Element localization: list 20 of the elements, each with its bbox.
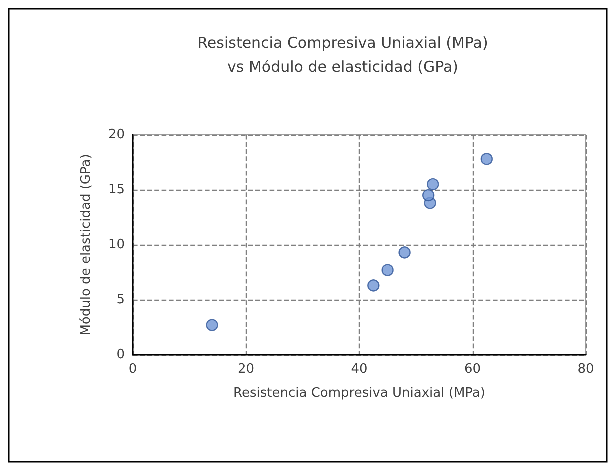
x-tick-label: 40 [351, 362, 368, 377]
x-tick-label: 60 [464, 362, 482, 377]
point [422, 189, 435, 202]
y-tick-label: 0 [116, 348, 125, 362]
y-tick-label: 15 [108, 182, 125, 198]
point [427, 178, 440, 191]
y-tick-label: 10 [108, 238, 125, 252]
x-tick-label: 80 [578, 362, 594, 377]
y-tick-label: 5 [116, 292, 125, 308]
x-tick-label: 20 [238, 362, 255, 377]
chart-title: Resistencia Compresiva Uniaxial (MPa) vs Módulo de elasticidad (GPa) [198, 34, 488, 76]
point [398, 246, 411, 259]
point [206, 319, 218, 332]
point [382, 264, 394, 276]
x-tick-label: 0 [128, 362, 138, 377]
y-axis-title: Módulo de elasticidad (GPa) [79, 154, 94, 336]
point [368, 280, 380, 292]
x-axis-title: Resistencia Compresiva Uniaxial (MPa) [234, 386, 486, 401]
point [480, 153, 494, 166]
y-tick-label: 20 [108, 128, 125, 142]
